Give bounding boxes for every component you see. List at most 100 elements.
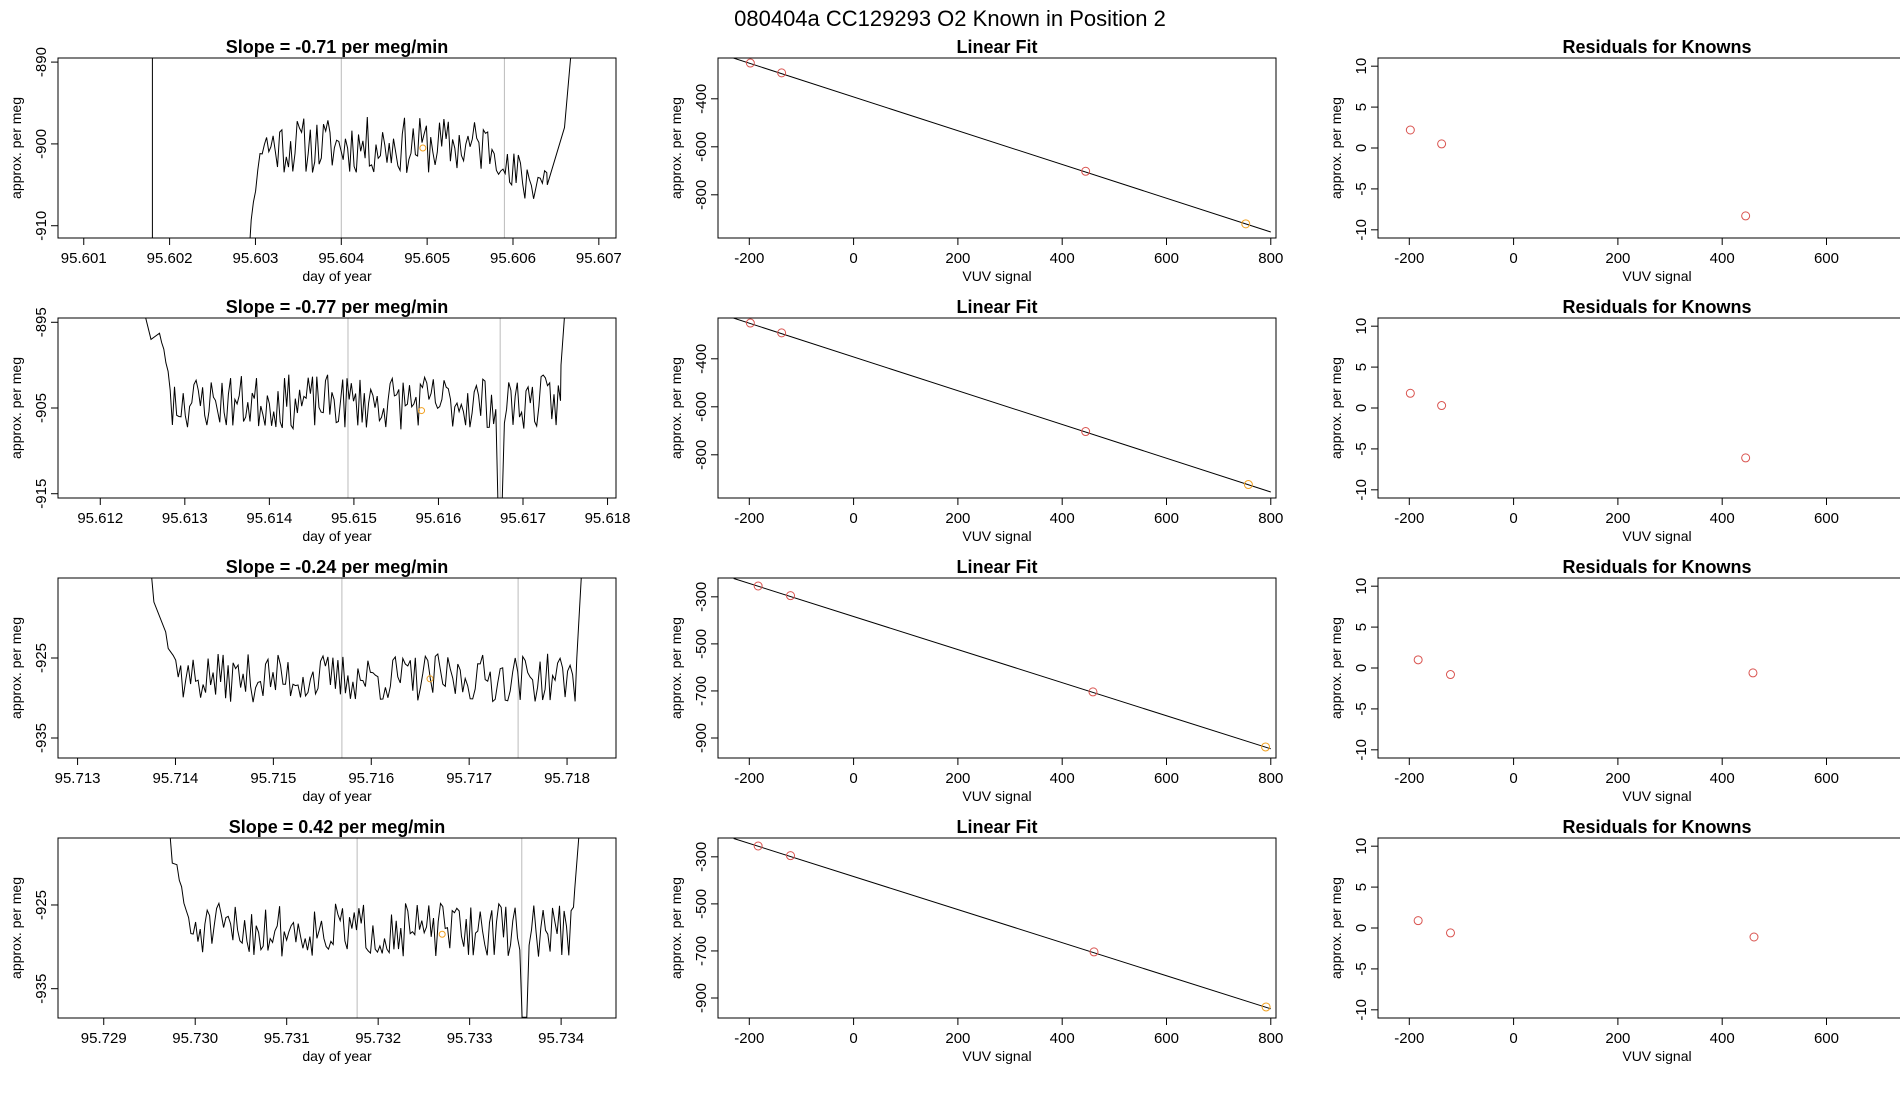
x-tick-label: 95.731 [264,1030,310,1047]
y-tick-label: 5 [1353,623,1370,631]
highlight-point [426,675,434,683]
plot-area [1413,916,1759,942]
y-tick-label: 5 [1353,363,1370,371]
x-tick-label: -200 [734,510,764,527]
data-point [1413,655,1423,665]
x-tick-label: 600 [1154,250,1179,267]
plot-frame [717,57,1277,239]
data-point [1437,139,1447,149]
data-point [1741,211,1751,221]
plot-frame [57,317,617,499]
x-tick-label: 600 [1154,510,1179,527]
x-tick-label: 0 [849,770,857,787]
x-tick-label: 0 [1509,250,1517,267]
series-line [151,578,582,703]
x-tick-label: 95.614 [246,510,292,527]
chart-grid: Slope = -0.71 per meg/min 95.601 95.602 95.… [8,37,1900,1064]
chart-panel-r2-linear-fit: Linear Fit -200 0 200 400 600 800 VUV signal -40… [668,297,1283,544]
data-point [1741,453,1751,463]
x-axis-label: VUV signal [1622,1048,1691,1064]
x-tick-label: 95.716 [348,770,394,787]
y-tick-label: 0 [1353,144,1370,152]
chart-title: Residuals for Knowns [1562,817,1751,837]
x-tick-label: 95.607 [576,250,622,267]
plot-area [733,838,1271,1012]
x-tick-label: 200 [1605,250,1630,267]
x-tick-label: 95.734 [538,1030,584,1047]
y-tick-label: 10 [1353,58,1370,75]
data-point [777,68,787,78]
chart-panel-r3-timeseries: Slope = -0.24 per meg/min 95.713 95.714 95.… [8,557,617,804]
x-tick-label: 600 [1814,1030,1839,1047]
data-point [1081,427,1091,437]
y-tick-label: -915 [33,479,50,509]
y-axis-label: approx. per meg [8,357,24,459]
plot-area [1405,388,1751,463]
y-tick-label: -300 [693,842,710,872]
chart-title: Residuals for Knowns [1562,37,1751,57]
data-point [785,851,795,861]
y-tick-label: -700 [693,676,710,706]
series-line [151,58,572,238]
chart-panel-r1-residuals: Residuals for Knowns-2000200400600800VUV… [1328,37,1900,284]
x-tick-label: 95.733 [447,1030,493,1047]
data-point [1243,480,1253,490]
x-tick-label: 95.732 [355,1030,401,1047]
x-tick-label: 95.729 [81,1030,127,1047]
x-axis-label: VUV signal [962,268,1031,284]
chart-panel-r1-timeseries: Slope = -0.71 per meg/min 95.601 95.602 95.… [8,37,622,284]
plot-area [731,318,1271,493]
x-tick-label: 200 [945,510,970,527]
highlight-point [419,144,427,152]
data-point [745,58,755,68]
x-tick-label: 200 [1605,510,1630,527]
x-tick-label: 200 [945,770,970,787]
y-tick-label: -700 [693,936,710,966]
y-tick-label: -10 [1353,999,1370,1021]
data-point [1081,166,1091,176]
y-tick-label: -5 [1353,702,1370,715]
x-tick-label: 600 [1814,770,1839,787]
x-tick-label: 200 [1605,1030,1630,1047]
x-tick-label: 400 [1710,1030,1735,1047]
y-axis-label: approx. per meg [8,877,24,979]
x-tick-label: 400 [1050,770,1075,787]
x-tick-label: 95.605 [404,250,450,267]
y-axis-label: approx. per meg [668,357,684,459]
y-tick-label: -925 [33,890,50,920]
plot-frame [1377,837,1900,1019]
series-line [145,318,565,498]
data-point [1413,916,1423,926]
x-tick-label: 95.616 [416,510,462,527]
data-point [745,318,755,328]
plot-frame [57,837,617,1019]
y-tick-label: -10 [1353,219,1370,241]
y-tick-label: 10 [1353,838,1370,855]
data-point [1261,1002,1271,1012]
x-tick-label: -200 [734,770,764,787]
x-tick-label: 400 [1710,250,1735,267]
chart-title: Slope = -0.24 per meg/min [226,557,449,577]
y-tick-label: 0 [1353,404,1370,412]
data-point [777,328,787,338]
y-tick-label: -900 [693,723,710,753]
data-point [1405,125,1415,135]
data-point [1261,742,1271,752]
chart-title: Slope = -0.71 per meg/min [226,37,449,57]
figure-title: 080404a CC129293 O2 Known in Position 2 [734,6,1166,31]
y-axis-label: approx. per meg [1328,617,1344,719]
y-tick-label: -935 [33,974,50,1004]
x-tick-label: -200 [1394,250,1424,267]
data-point [1089,947,1099,957]
chart-panel-r4-linear-fit: Linear Fit -200 0 200 400 600 800 VUV signal -30… [668,817,1283,1064]
y-tick-label: -905 [33,393,50,423]
plot-frame [57,57,617,239]
fit-line [733,838,1271,1010]
x-axis-label: VUV signal [962,528,1031,544]
plot-frame [1377,317,1900,499]
y-tick-label: -900 [693,983,710,1013]
y-axis-label: approx. per meg [668,617,684,719]
plot-area [733,578,1271,752]
x-tick-label: -200 [1394,1030,1424,1047]
x-tick-label: 95.602 [147,250,193,267]
